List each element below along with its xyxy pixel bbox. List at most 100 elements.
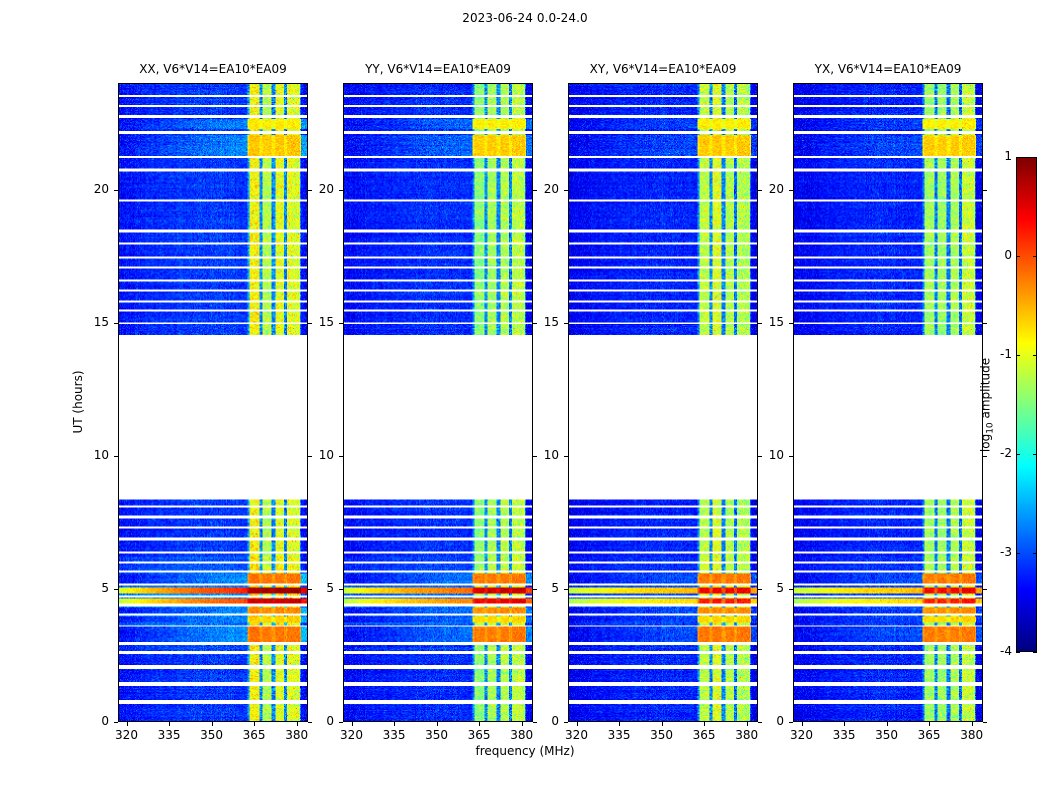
panel-yx: YX, V6*V14=EA10*EA09 320 335 350 365 380 0 5 10… <box>769 62 987 742</box>
x-tick-mark <box>436 722 438 726</box>
x-tick-label: 365 <box>692 728 716 742</box>
y-tick-label: 15 <box>318 314 334 329</box>
axes-xy <box>568 83 758 722</box>
y-tick-mark <box>339 322 343 324</box>
x-tick-mark <box>169 722 171 726</box>
y-tick-mark <box>758 722 762 723</box>
colorbar-tick-mark <box>1016 355 1020 356</box>
x-tick-mark <box>296 722 298 726</box>
x-tick-label: 380 <box>960 728 984 742</box>
y-axis-label: UT (hours) <box>71 370 85 434</box>
y-tick-label: 0 <box>776 714 784 728</box>
colorbar-tick-mark <box>1016 454 1020 455</box>
y-tick-mark <box>758 588 762 590</box>
y-tick-label: 10 <box>318 447 334 462</box>
panel-yy: YY, V6*V14=EA10*EA09 320 335 350 365 380 0 5 10… <box>319 62 537 742</box>
colorbar-tick-label: -4 <box>1000 644 1012 658</box>
spectrogram-xx <box>119 84 307 721</box>
x-tick-mark <box>211 722 213 726</box>
axes-xx <box>118 83 308 722</box>
x-tick-mark <box>746 722 748 726</box>
x-tick-mark <box>971 722 973 726</box>
y-tick-mark <box>983 189 987 191</box>
colorbar-tick-mark <box>1033 454 1037 455</box>
y-tick-mark <box>983 722 987 723</box>
y-tick-mark <box>564 588 568 590</box>
spectrogram-yy <box>344 84 532 721</box>
colorbar-label: log10 amplitude <box>978 357 996 453</box>
y-tick-label: 0 <box>551 714 559 728</box>
y-tick-label: 5 <box>551 580 559 595</box>
panel-xy: XY, V6*V14=EA10*EA09 320 335 350 365 380 0 5 10… <box>544 62 762 742</box>
x-tick-label: 350 <box>200 728 224 742</box>
y-tick-mark <box>308 455 312 457</box>
y-tick-mark <box>789 322 793 324</box>
y-tick-label: 10 <box>93 447 109 462</box>
y-tick-label: 0 <box>326 714 334 728</box>
x-axis-label: frequency (MHz) <box>475 744 575 758</box>
colorbar-tick-mark <box>1016 256 1020 257</box>
y-tick-mark <box>339 189 343 191</box>
y-tick-mark <box>308 722 312 723</box>
y-tick-mark <box>308 322 312 324</box>
x-tick-label: 335 <box>607 728 631 742</box>
y-tick-label: 15 <box>93 314 109 329</box>
y-tick-label: 5 <box>101 580 109 595</box>
y-tick-mark <box>308 189 312 191</box>
spectrogram-xy <box>569 84 757 721</box>
x-tick-label: 350 <box>425 728 449 742</box>
y-tick-mark <box>758 455 762 457</box>
spectrogram-yx <box>794 84 982 721</box>
y-tick-mark <box>533 322 537 324</box>
x-tick-label: 380 <box>735 728 759 742</box>
x-tick-label: 335 <box>832 728 856 742</box>
colorbar-tick-mark <box>1033 652 1037 653</box>
y-tick-mark <box>789 722 793 723</box>
x-tick-label: 350 <box>650 728 674 742</box>
y-tick-mark <box>533 189 537 191</box>
colorbar-tick-mark <box>1016 553 1020 554</box>
x-tick-label: 320 <box>115 728 138 742</box>
y-tick-mark <box>533 455 537 457</box>
y-tick-mark <box>533 588 537 590</box>
x-tick-mark <box>126 722 128 726</box>
y-tick-mark <box>564 189 568 191</box>
x-tick-label: 335 <box>157 728 181 742</box>
colorbar: -4 -3 -2 -1 0 1 <box>1000 149 1037 658</box>
y-tick-label: 15 <box>768 314 784 329</box>
y-tick-label: 15 <box>543 314 559 329</box>
x-tick-label: 320 <box>565 728 588 742</box>
x-tick-label: 380 <box>285 728 309 742</box>
y-tick-mark <box>339 588 343 590</box>
panel-title-xx: XX, V6*V14=EA10*EA09 <box>139 62 287 76</box>
y-tick-mark <box>983 588 987 590</box>
x-tick-mark <box>479 722 481 726</box>
x-tick-mark <box>886 722 888 726</box>
colorbar-tick-mark <box>1033 355 1037 356</box>
x-tick-mark <box>351 722 353 726</box>
panel-title-xy: XY, V6*V14=EA10*EA09 <box>589 62 737 76</box>
y-tick-mark <box>758 189 762 191</box>
x-tick-mark <box>254 722 256 726</box>
x-tick-label: 365 <box>917 728 941 742</box>
y-tick-label: 20 <box>768 181 784 196</box>
y-tick-mark <box>564 455 568 457</box>
colorbar-tick-label: -3 <box>1000 545 1012 559</box>
y-tick-mark <box>789 455 793 457</box>
colorbar-tick-mark <box>1016 157 1020 158</box>
y-tick-mark <box>564 322 568 324</box>
x-tick-label: 380 <box>510 728 534 742</box>
y-tick-label: 10 <box>768 447 784 462</box>
x-tick-mark <box>801 722 803 726</box>
y-tick-mark <box>758 322 762 324</box>
panel-title-yy: YY, V6*V14=EA10*EA09 <box>365 62 511 76</box>
x-tick-mark <box>521 722 523 726</box>
y-tick-mark <box>114 455 118 457</box>
y-tick-mark <box>789 588 793 590</box>
y-tick-label: 20 <box>93 181 109 196</box>
colorbar-tick-label: -1 <box>1000 347 1012 361</box>
y-tick-label: 20 <box>318 181 334 196</box>
colorbar-tick-mark <box>1033 553 1037 554</box>
axes-yx <box>793 83 983 722</box>
axes-yy <box>343 83 533 722</box>
